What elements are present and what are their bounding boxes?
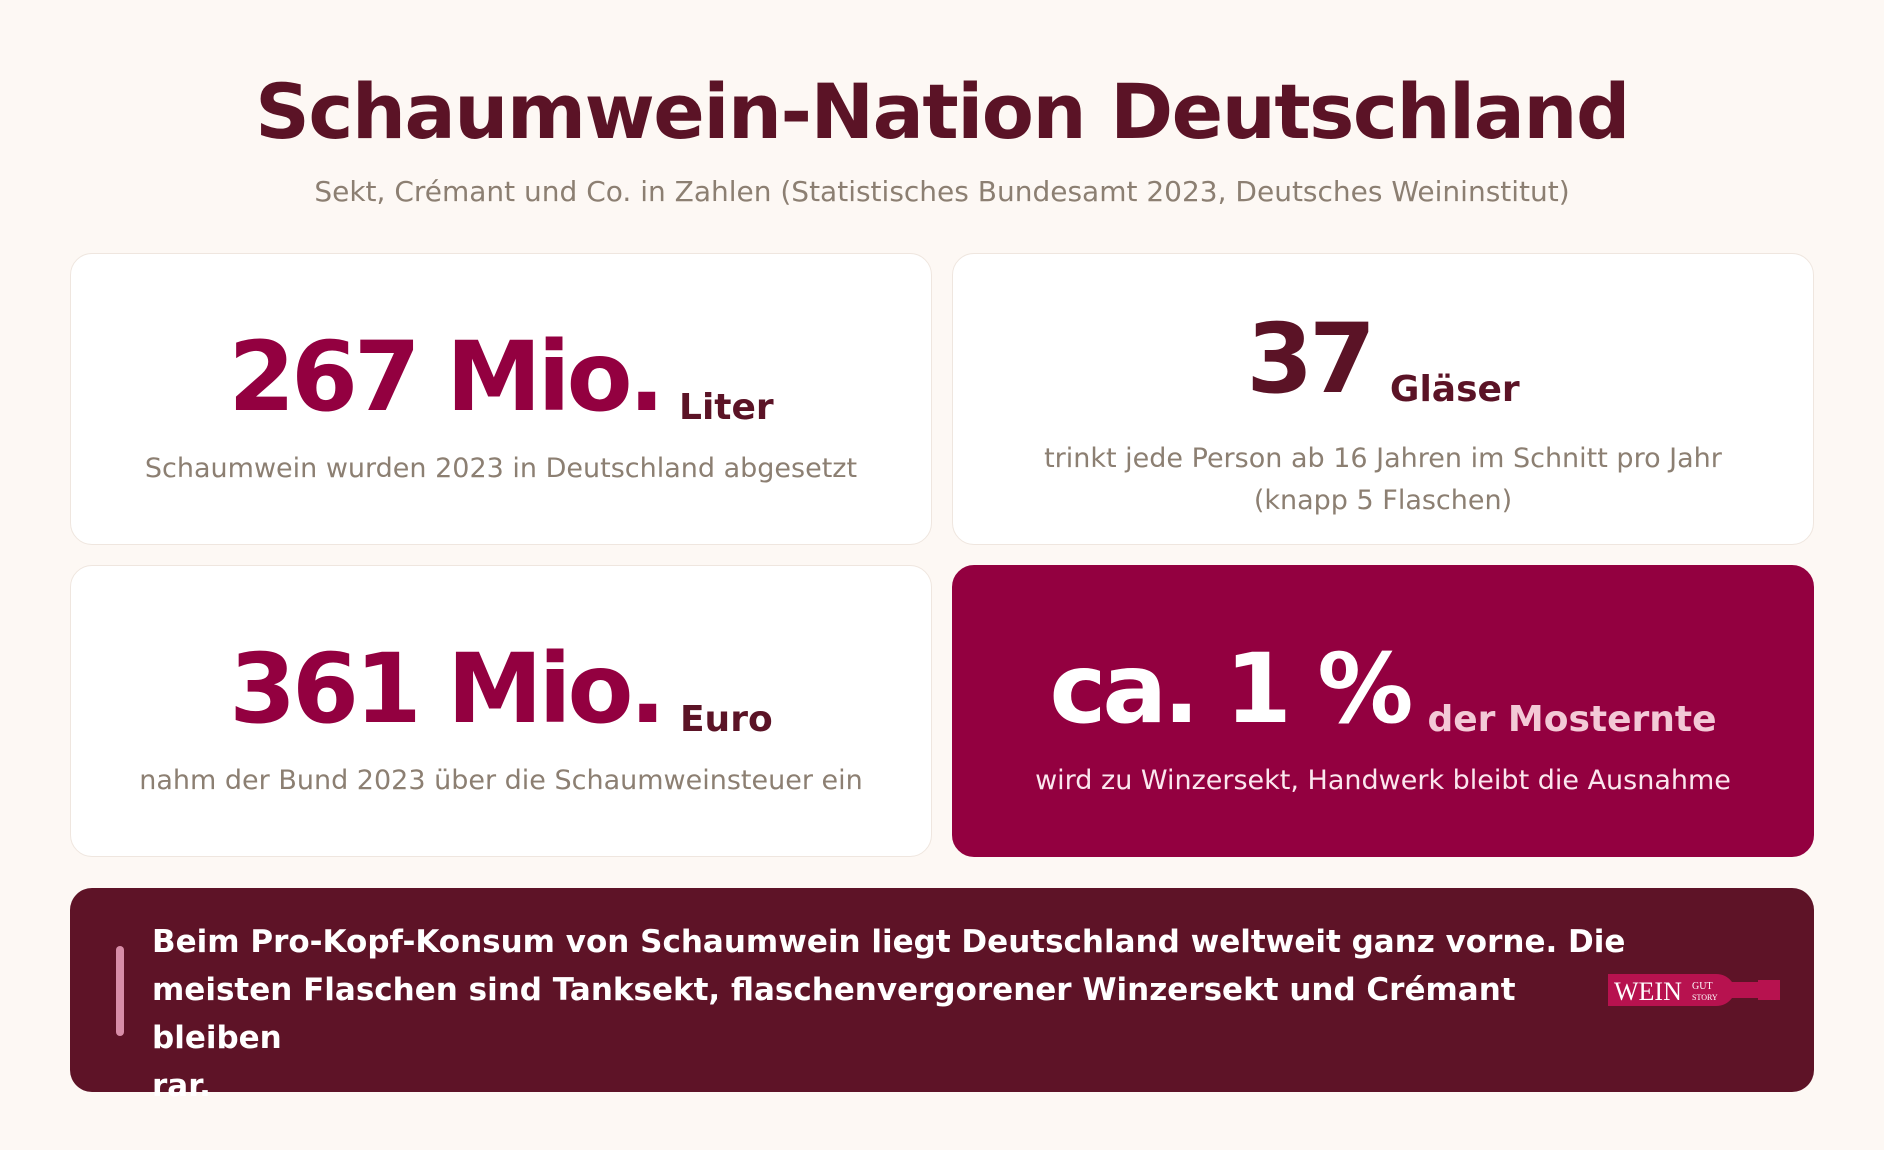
quote-accent-bar: [116, 946, 124, 1036]
stat-description: nahm der Bund 2023 über die Schaumweinst…: [139, 765, 863, 796]
stat-unit: Gläser: [1389, 369, 1520, 410]
summary-banner: Beim Pro-Kopf-Konsum von Schaumwein lieg…: [70, 888, 1814, 1104]
page-subtitle: Sekt, Crémant und Co. in Zahlen (Statist…: [314, 175, 1570, 208]
logo-bottom: STORY: [1692, 993, 1718, 1002]
stat-value: 37: [1246, 303, 1376, 415]
weingut-story-logo: WEIN GUT STORY: [1608, 974, 1780, 1006]
stat-value-line: 361 Mio. Euro: [71, 630, 931, 779]
logo-word: WEIN: [1614, 977, 1682, 1006]
stat-card-liter: 267 Mio. Liter Schaumwein wurden 2023 in …: [70, 253, 932, 545]
stat-value: 361 Mio.: [229, 633, 666, 745]
stat-card-glaeser: 37 Gläser trinkt jede Person ab 16 Jahren…: [952, 253, 1814, 545]
page-title: Schaumwein-Nation Deutschland: [255, 67, 1630, 156]
stat-unit: Euro: [679, 699, 773, 740]
stat-card-mosternte: ca. 1 % der Mosternte wird zu Winzersekt,…: [952, 565, 1814, 857]
logo-top: GUT: [1692, 981, 1713, 992]
stat-value: ca. 1 %: [1049, 633, 1413, 745]
stat-unit: Liter: [679, 387, 774, 428]
summary-line-3: rar.: [152, 1068, 211, 1104]
bottle-shape-icon: [1608, 974, 1780, 1006]
stat-card-euro: 361 Mio. Euro nahm der Bund 2023 über die…: [70, 565, 932, 857]
stat-value-line: ca. 1 % der Mosternte: [953, 630, 1813, 779]
stat-value-line: 37 Gläser: [953, 300, 1813, 449]
stat-value-line: 267 Mio. Liter: [71, 318, 931, 467]
summary-text: Beim Pro-Kopf-Konsum von Schaumwein lieg…: [152, 918, 1632, 1110]
stat-value: 267 Mio.: [228, 321, 665, 433]
summary-line-1: Beim Pro-Kopf-Konsum von Schaumwein lieg…: [152, 924, 1626, 960]
stat-description: wird zu Winzersekt, Handwerk bleibt die …: [1035, 765, 1731, 796]
stat-description-line-1: trinkt jede Person ab 16 Jahren im Schni…: [1044, 443, 1722, 474]
stat-description: Schaumwein wurden 2023 in Deutschland ab…: [144, 453, 858, 484]
stat-description-line-2: (knapp 5 Flaschen): [1253, 485, 1513, 516]
stat-unit: der Mosternte: [1427, 699, 1717, 740]
summary-line-2: meisten Flaschen sind Tanksekt, flaschen…: [152, 972, 1516, 1056]
